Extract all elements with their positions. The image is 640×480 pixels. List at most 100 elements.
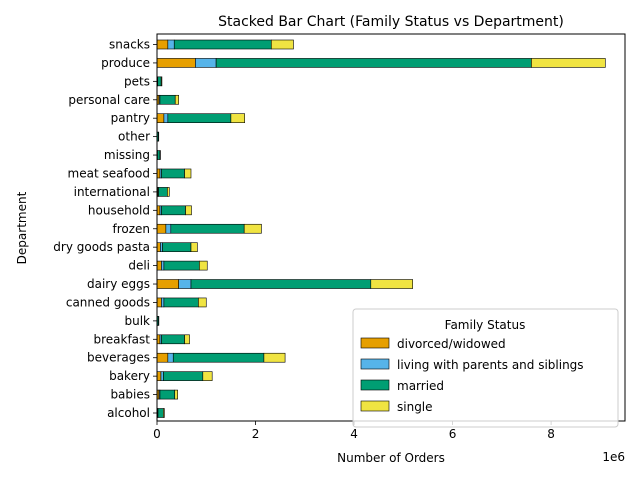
bar-alcohol-series-3 <box>163 408 165 418</box>
y-tick-label: personal care <box>68 93 150 107</box>
y-tick-label: pets <box>124 74 150 88</box>
bar-dairy-eggs-series-3 <box>370 279 413 289</box>
bar-produce-series-2 <box>215 58 532 68</box>
x-tick-label: 2 <box>252 427 260 441</box>
bar-canned-goods-series-0 <box>156 297 162 308</box>
bar-canned-goods-series-3 <box>198 297 207 308</box>
bar-dairy-eggs-series-2 <box>190 279 372 289</box>
x-offset-text: 1e6 <box>602 450 625 464</box>
x-axis-label: Number of Orders <box>337 451 445 465</box>
bar-canned-goods-series-1 <box>161 297 165 308</box>
bar-beverages-series-3 <box>263 352 286 363</box>
bar-international-series-3 <box>167 187 170 197</box>
y-tick-label: produce <box>101 56 150 70</box>
legend-swatch <box>360 358 390 370</box>
bar-deli-series-1 <box>161 260 165 271</box>
legend-title: Family Status <box>445 318 526 332</box>
bar-produce-series-3 <box>531 58 606 68</box>
bar-babies-series-2 <box>159 389 176 400</box>
bar-pantry-series-1 <box>163 113 169 123</box>
y-tick-label: deli <box>128 259 150 273</box>
bar-deli-series-3 <box>199 260 208 271</box>
bar-pantry-series-3 <box>230 113 245 123</box>
y-tick-label: missing <box>104 148 150 162</box>
y-tick-label: beverages <box>87 351 150 365</box>
bar-frozen-series-3 <box>243 223 262 234</box>
x-tick-label: 6 <box>449 427 457 441</box>
bar-meat-seafood-series-3 <box>184 168 192 179</box>
y-tick-label: pantry <box>111 111 150 125</box>
y-tick-label: babies <box>110 388 150 402</box>
bar-pets-series-3 <box>160 76 163 87</box>
bar-meat-seafood-series-2 <box>161 168 185 179</box>
legend-label: married <box>397 379 444 393</box>
legend: Family Status divorced/widowed living wit… <box>352 308 619 428</box>
bar-deli-series-0 <box>156 260 162 271</box>
bar-dry-goods-pasta-series-0 <box>156 242 161 252</box>
legend-label: divorced/widowed <box>397 337 506 351</box>
y-axis-ticks: alcohol babies bakery beverages breakfast bul… <box>53 38 157 420</box>
bar-pantry-series-0 <box>156 113 165 123</box>
y-tick-label: bulk <box>124 314 150 328</box>
y-axis-label: Department <box>15 191 29 264</box>
x-tick-label: 4 <box>350 427 358 441</box>
legend-box <box>352 308 619 428</box>
legend-swatch <box>360 379 390 391</box>
x-tick-label: 0 <box>153 427 161 441</box>
bar-snacks-series-1 <box>167 39 175 50</box>
y-tick-label: snacks <box>109 38 150 52</box>
bar-snacks-series-2 <box>173 39 272 50</box>
bar-babies-series-3 <box>174 389 178 400</box>
bar-frozen-series-0 <box>156 223 167 234</box>
legend-label: living with parents and siblings <box>397 358 584 372</box>
bar-missing-series-2 <box>157 150 161 160</box>
bar-canned-goods-series-2 <box>163 297 199 308</box>
bar-dairy-eggs-series-1 <box>178 279 192 289</box>
legend-label: single <box>397 400 433 414</box>
bar-international-series-2 <box>158 187 168 197</box>
bar-breakfast-series-2 <box>161 334 185 345</box>
bar-bakery-series-3 <box>202 371 213 381</box>
y-tick-label: canned goods <box>66 295 150 309</box>
y-tick-label: dairy eggs <box>87 277 150 291</box>
y-tick-label: international <box>74 185 150 199</box>
bar-deli-series-2 <box>163 260 200 271</box>
bar-breakfast-series-3 <box>184 334 190 345</box>
bar-alcohol-series-2 <box>157 408 164 418</box>
bar-snacks-series-0 <box>156 39 169 50</box>
y-tick-label: other <box>118 130 150 144</box>
y-tick-label: alcohol <box>107 406 150 420</box>
y-tick-label: frozen <box>112 222 150 236</box>
bar-dry-goods-pasta-series-3 <box>190 242 198 252</box>
bar-dry-goods-pasta-series-2 <box>162 242 192 252</box>
bar-bakery-series-1 <box>160 371 164 381</box>
bar-beverages-series-0 <box>156 352 169 363</box>
x-tick-label: 8 <box>547 427 555 441</box>
bar-beverages-series-2 <box>172 352 265 363</box>
bar-produce-series-0 <box>156 58 196 68</box>
bar-frozen-series-2 <box>170 223 245 234</box>
bars-group <box>156 39 606 418</box>
bar-bakery-series-0 <box>156 371 162 381</box>
y-tick-label: dry goods pasta <box>53 240 150 254</box>
bar-personal-care-series-3 <box>174 94 179 105</box>
chart-title: Stacked Bar Chart (Family Status vs Depa… <box>218 14 564 30</box>
legend-swatch <box>360 400 390 412</box>
y-tick-label: bakery <box>109 369 150 383</box>
bar-snacks-series-3 <box>270 39 294 50</box>
bar-beverages-series-1 <box>167 352 174 363</box>
bar-pets-series-2 <box>157 76 162 87</box>
y-tick-label: household <box>88 203 150 217</box>
bar-personal-care-series-2 <box>159 94 176 105</box>
bar-bakery-series-2 <box>163 371 204 381</box>
bar-dairy-eggs-series-0 <box>156 279 179 289</box>
bar-household-series-3 <box>185 205 192 216</box>
legend-swatch <box>360 337 390 349</box>
y-tick-label: meat seafood <box>68 166 150 180</box>
bar-produce-series-1 <box>195 58 217 68</box>
bar-pantry-series-2 <box>167 113 232 123</box>
y-tick-label: breakfast <box>93 332 150 346</box>
bar-frozen-series-1 <box>165 223 172 234</box>
bar-household-series-2 <box>161 205 186 216</box>
